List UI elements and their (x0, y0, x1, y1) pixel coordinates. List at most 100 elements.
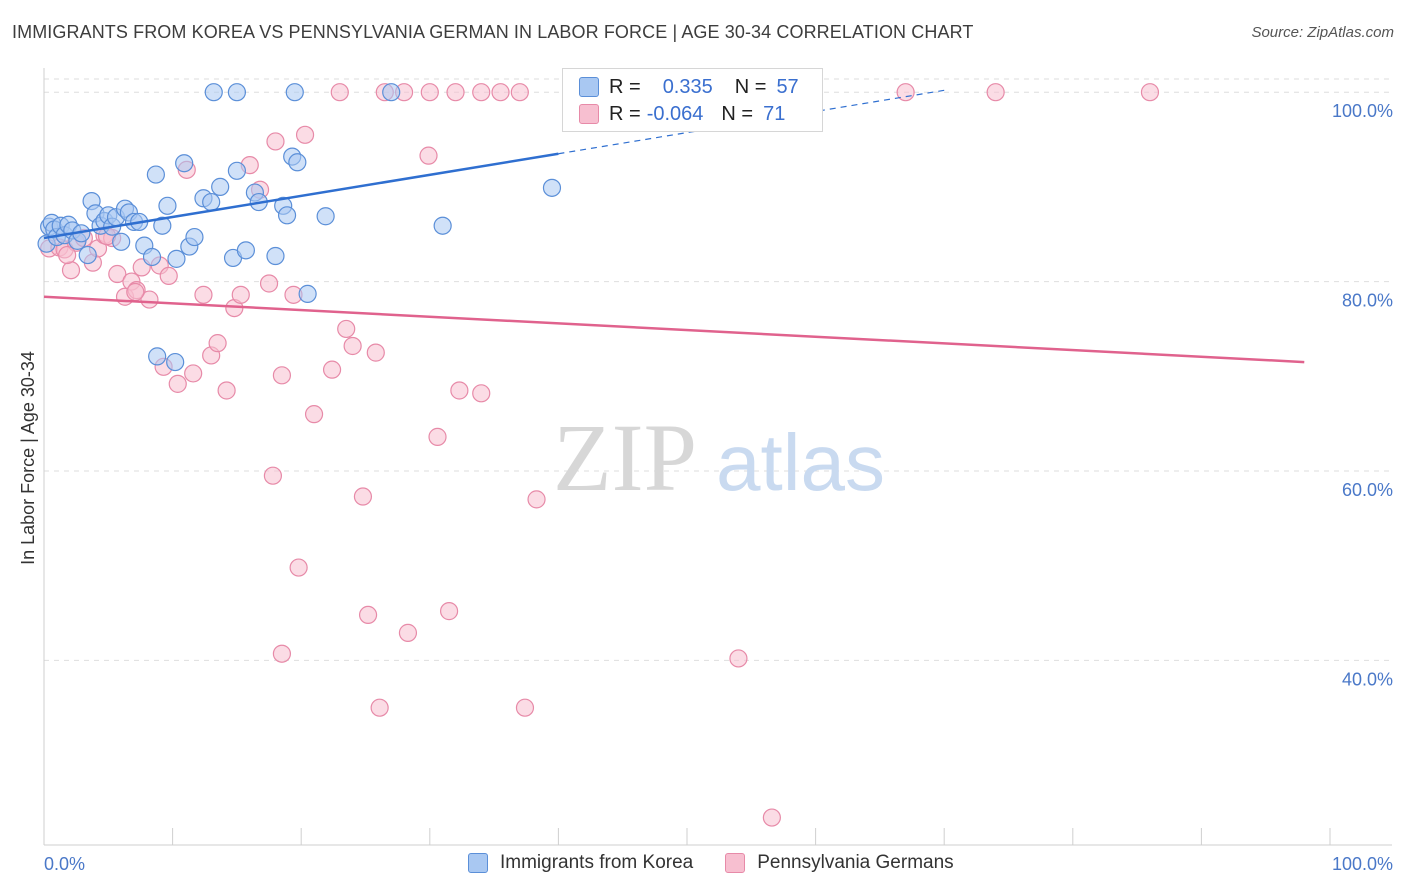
y-tick-label: 40.0% (1342, 669, 1393, 689)
point-pennsylvania-germans (108, 264, 127, 284)
point-pennsylvania-germans (126, 282, 145, 302)
point-pennsylvania-germans (272, 366, 292, 385)
point-immigrants-from-korea (112, 232, 131, 251)
point-immigrants-from-korea (227, 161, 246, 180)
legend-n-label: N = (734, 75, 767, 98)
point-pennsylvania-germans (510, 83, 529, 102)
point-pennsylvania-germans (527, 490, 546, 509)
points-immigrants-from-korea (37, 83, 787, 372)
point-pennsylvania-germans (729, 649, 748, 668)
series-legend: Immigrants from Korea Pennsylvania Germa… (468, 852, 986, 874)
point-pennsylvania-germans (337, 319, 356, 339)
point-pennsylvania-germans (58, 245, 77, 265)
legend-r-value-korea: 0.335 (662, 75, 713, 98)
point-pennsylvania-germans (762, 808, 781, 827)
point-immigrants-from-korea (227, 83, 246, 102)
point-pennsylvania-germans (419, 146, 438, 165)
correlation-legend: R = 0.335 N = 57 R = -0.064 N = 71 (562, 68, 823, 132)
trendline-korea (43, 152, 559, 240)
point-pennsylvania-germans (266, 132, 285, 151)
point-immigrants-from-korea (146, 165, 165, 184)
series-legend-korea[interactable]: Immigrants from Korea (468, 852, 693, 874)
legend-r-label: R = (609, 102, 641, 125)
point-pennsylvania-germans (428, 427, 447, 446)
point-pennsylvania-germans (263, 466, 283, 485)
point-pennsylvania-germans (450, 381, 469, 400)
series-swatch-korea (468, 853, 488, 873)
point-immigrants-from-korea (266, 246, 285, 266)
legend-r-label: R = (609, 75, 641, 98)
point-immigrants-from-korea (167, 249, 186, 268)
series-label-korea: Immigrants from Korea (500, 852, 694, 873)
point-pennsylvania-germans (140, 290, 159, 309)
point-immigrants-from-korea (175, 154, 194, 173)
point-immigrants-from-korea (185, 227, 204, 247)
point-immigrants-from-korea (433, 216, 452, 235)
point-pennsylvania-germans (420, 83, 439, 102)
legend-swatch-korea (579, 77, 599, 97)
point-pennsylvania-germans (330, 83, 349, 102)
point-immigrants-from-korea (298, 284, 317, 303)
legend-n-value-korea: 57 (776, 75, 799, 98)
point-immigrants-from-korea (78, 245, 97, 265)
point-pennsylvania-germans (1140, 83, 1160, 102)
y-tick-label: 60.0% (1342, 480, 1393, 500)
trendline-pa (43, 295, 1305, 364)
point-pennsylvania-germans (446, 83, 465, 102)
point-pennsylvania-germans (259, 274, 279, 293)
point-pennsylvania-germans (159, 266, 178, 286)
chart-source: Source: ZipAtlas.com (1251, 24, 1394, 41)
point-pennsylvania-germans (289, 558, 308, 577)
point-pennsylvania-germans (304, 405, 324, 424)
x-tick-label: 100.0% (1332, 854, 1393, 874)
point-immigrants-from-korea (153, 216, 172, 235)
chart-title: IMMIGRANTS FROM KOREA VS PENNSYLVANIA GE… (12, 22, 974, 42)
point-pennsylvania-germans (986, 83, 1005, 102)
series-legend-pa[interactable]: Pennsylvania Germans (725, 852, 954, 874)
point-pennsylvania-germans (343, 336, 362, 356)
point-pennsylvania-germans (194, 285, 213, 304)
point-pennsylvania-germans (358, 605, 378, 625)
point-pennsylvania-germans (472, 83, 491, 102)
legend-row-korea: R = 0.335 N = 57 (579, 74, 799, 100)
point-pennsylvania-germans (272, 644, 292, 663)
point-immigrants-from-korea (236, 241, 256, 260)
point-immigrants-from-korea (166, 352, 185, 372)
tick-labels: 40.0% 60.0% 80.0% 100.0% 0.0% 100.0% (44, 101, 1393, 874)
point-pennsylvania-germans (295, 125, 315, 144)
point-pennsylvania-germans (184, 364, 203, 383)
point-immigrants-from-korea (211, 177, 230, 196)
point-pennsylvania-germans (398, 623, 418, 642)
point-immigrants-from-korea (285, 83, 304, 102)
series-label-pa: Pennsylvania Germans (757, 852, 954, 873)
point-immigrants-from-korea (158, 196, 177, 215)
point-immigrants-from-korea (202, 192, 221, 212)
legend-n-label: N = (721, 102, 754, 125)
legend-row-pa: R = -0.064 N = 71 (579, 101, 785, 127)
point-immigrants-from-korea (382, 83, 401, 102)
legend-n-value-pa: 71 (763, 102, 786, 125)
point-pennsylvania-germans (322, 360, 342, 379)
point-immigrants-from-korea (204, 83, 223, 102)
point-immigrants-from-korea (288, 153, 307, 172)
point-immigrants-from-korea (542, 178, 562, 197)
point-immigrants-from-korea (142, 247, 162, 267)
point-pennsylvania-germans (231, 285, 250, 304)
point-pennsylvania-germans (515, 698, 535, 717)
trendlines (43, 89, 1305, 364)
point-pennsylvania-germans (370, 698, 389, 717)
watermark: ZIP atlas (553, 404, 885, 511)
point-immigrants-from-korea (148, 347, 167, 366)
watermark-zip: ZIP (553, 404, 697, 511)
point-immigrants-from-korea (316, 207, 335, 226)
y-tick-label: 80.0% (1342, 291, 1393, 311)
point-pennsylvania-germans (217, 381, 236, 400)
point-pennsylvania-germans (366, 343, 385, 362)
point-pennsylvania-germans (439, 602, 459, 621)
y-axis-label: In Labor Force | Age 30-34 (18, 351, 38, 565)
watermark-atlas: atlas (716, 418, 885, 507)
point-pennsylvania-germans (472, 384, 491, 403)
x-tick-label: 0.0% (44, 854, 85, 874)
y-tick-label: 100.0% (1332, 101, 1393, 121)
